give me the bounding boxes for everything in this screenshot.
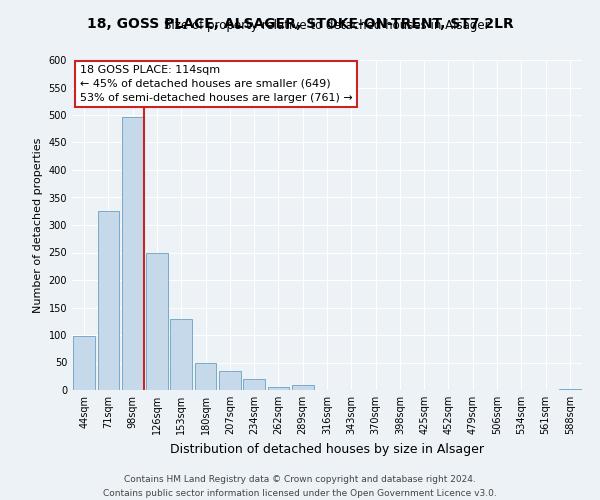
- Bar: [219, 371, 241, 390]
- Bar: [268, 387, 289, 390]
- Title: Size of property relative to detached houses in Alsager: Size of property relative to detached ho…: [164, 20, 490, 32]
- Y-axis label: Number of detached properties: Number of detached properties: [33, 138, 43, 312]
- X-axis label: Distribution of detached houses by size in Alsager: Distribution of detached houses by size …: [170, 442, 484, 456]
- Bar: [73, 336, 95, 390]
- Text: 18 GOSS PLACE: 114sqm
← 45% of detached houses are smaller (649)
53% of semi-det: 18 GOSS PLACE: 114sqm ← 45% of detached …: [80, 65, 352, 103]
- Bar: [559, 389, 581, 390]
- Bar: [194, 362, 217, 390]
- Bar: [292, 384, 314, 390]
- Bar: [243, 379, 265, 390]
- Bar: [97, 211, 119, 390]
- Text: 18, GOSS PLACE, ALSAGER, STOKE-ON-TRENT, ST7 2LR: 18, GOSS PLACE, ALSAGER, STOKE-ON-TRENT,…: [86, 18, 514, 32]
- Bar: [122, 116, 143, 390]
- Bar: [146, 252, 168, 390]
- Bar: [170, 318, 192, 390]
- Text: Contains HM Land Registry data © Crown copyright and database right 2024.
Contai: Contains HM Land Registry data © Crown c…: [103, 476, 497, 498]
